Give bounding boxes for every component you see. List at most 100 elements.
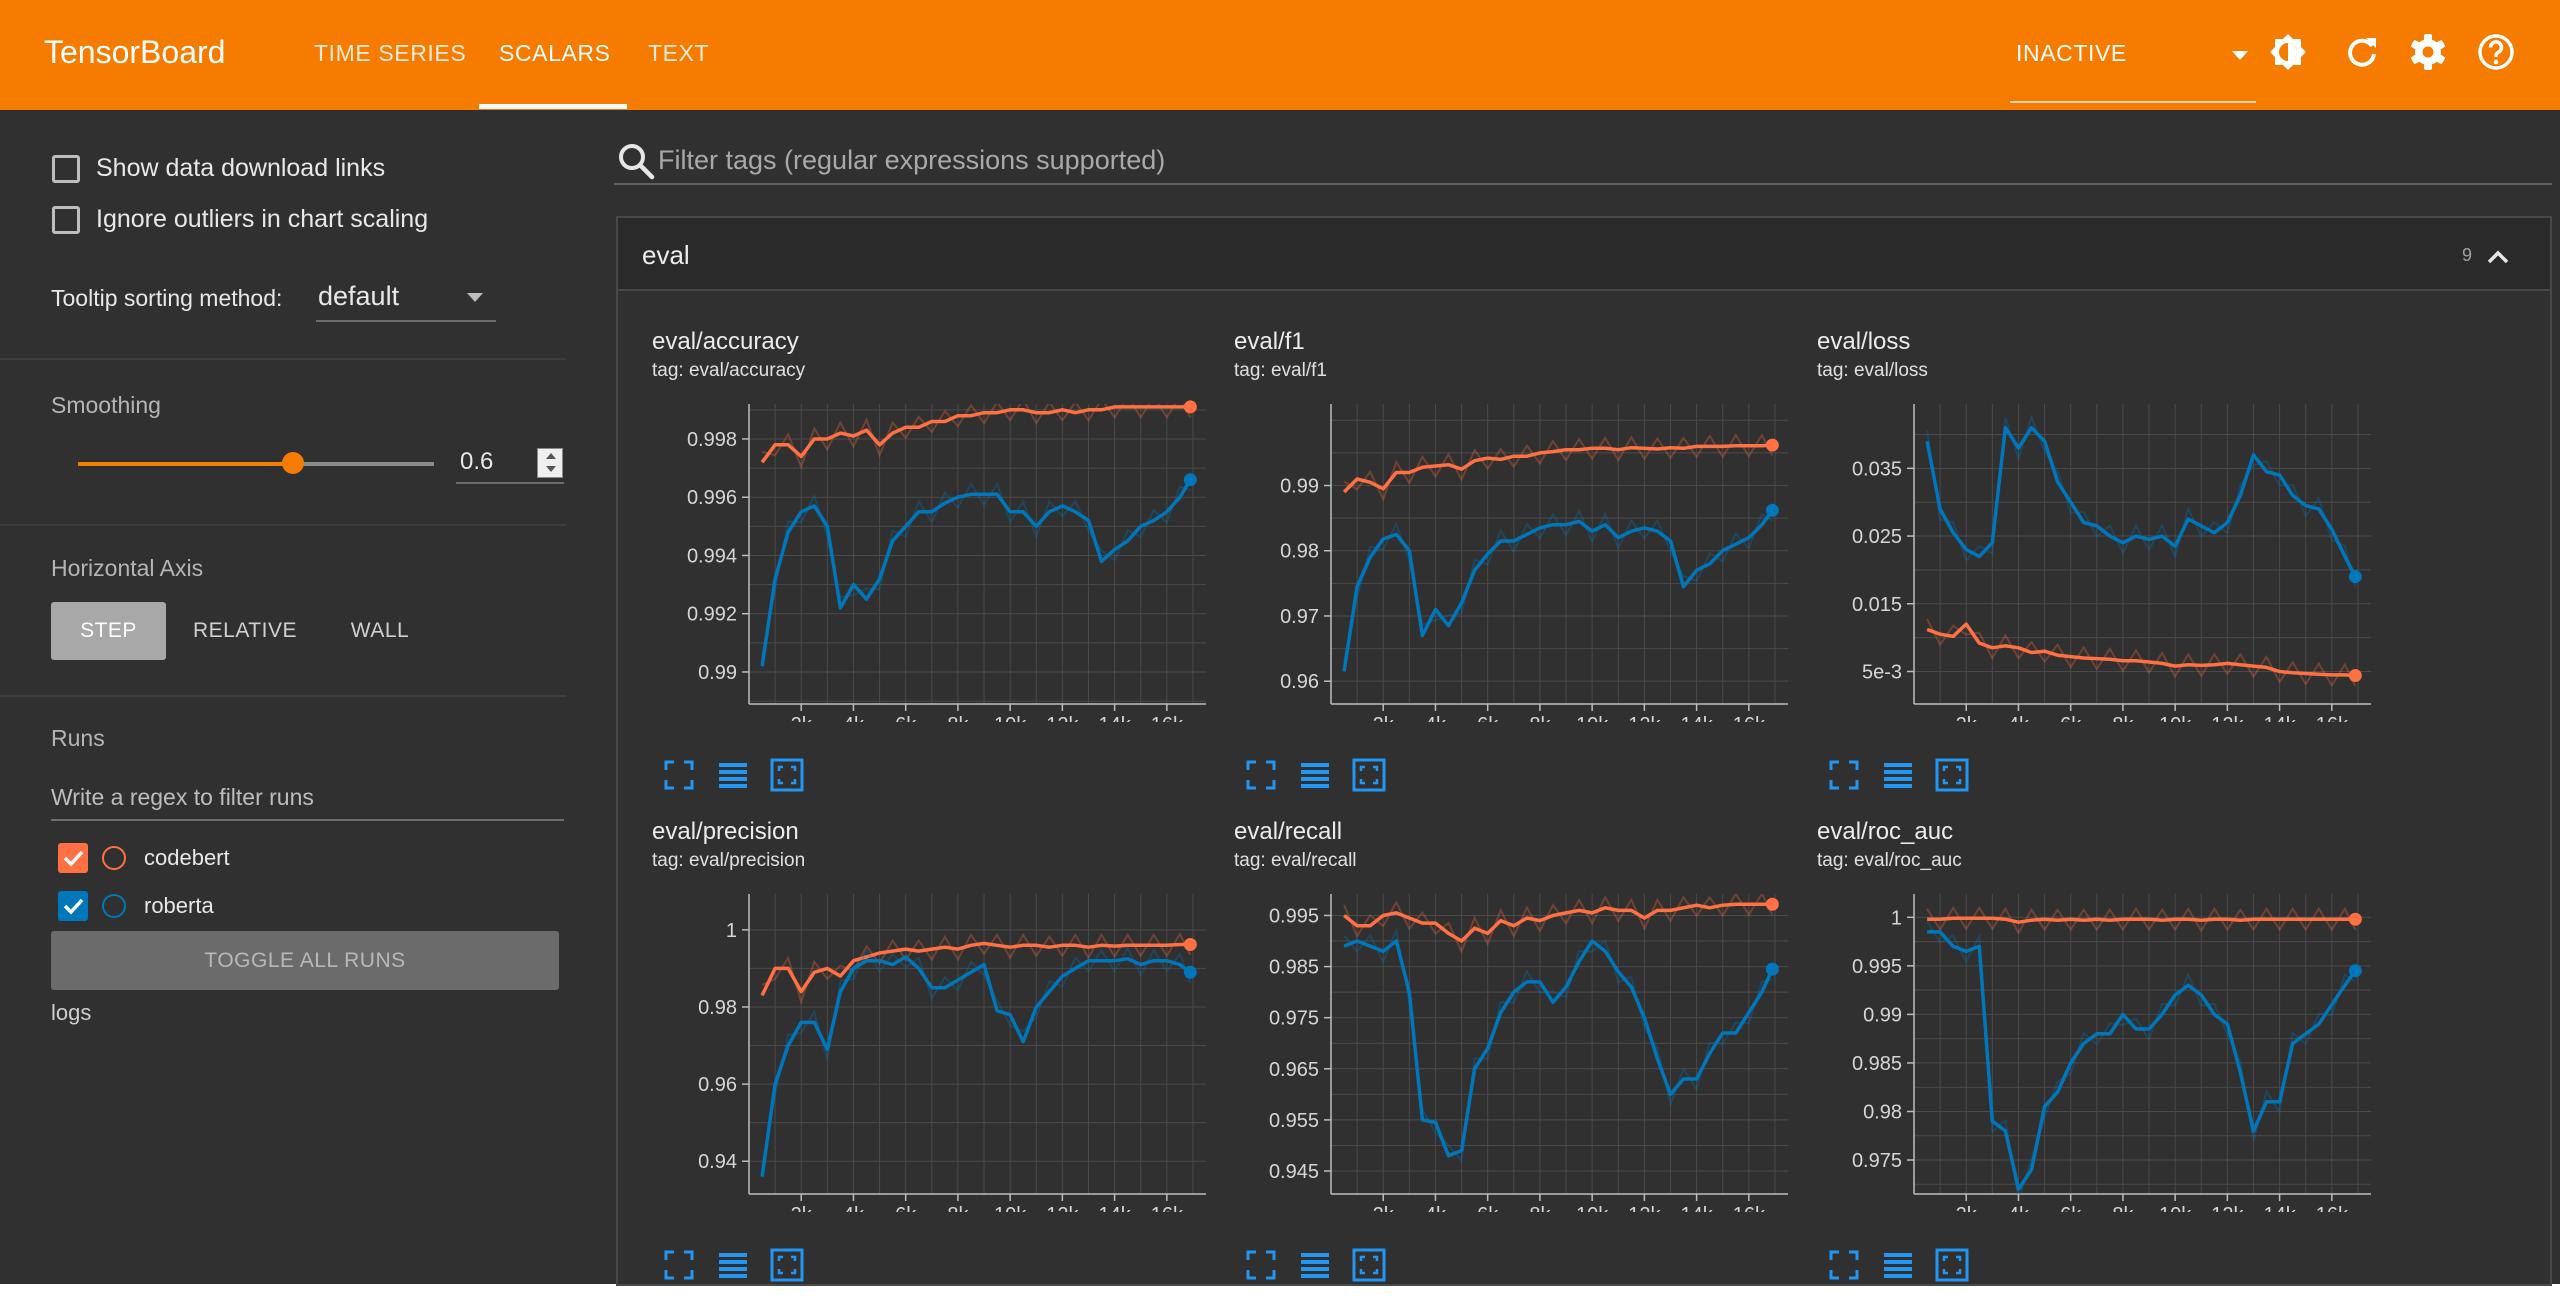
brightness-icon[interactable] xyxy=(2268,32,2308,72)
series-endpoint-codebert xyxy=(2348,912,2362,926)
x-tick-label: 2k xyxy=(791,714,813,722)
toggle-log-scale-icon[interactable] xyxy=(1881,758,1915,792)
fit-domain-icon[interactable] xyxy=(1352,758,1386,792)
tooltip-sorting-select[interactable]: default xyxy=(318,281,400,311)
series-raw-line-roberta xyxy=(1343,508,1773,662)
scalar-card: eval/f1 tag: eval/f1 0.96 0.97 0.98 0.99 2k 4k 6… xyxy=(1234,328,1804,808)
tab-time-series[interactable]: TIME SERIES xyxy=(314,40,467,66)
series-line-codebert xyxy=(760,405,1191,464)
horizontal-axis-title: Horizontal Axis xyxy=(51,555,204,581)
toggle-log-scale-icon[interactable] xyxy=(716,758,750,792)
ignore-outliers-label[interactable]: Ignore outliers in chart scaling xyxy=(96,205,429,233)
y-tick-label: 0.985 xyxy=(1852,1053,1902,1075)
fullscreen-icon[interactable] xyxy=(1827,758,1861,792)
smoothing-title: Smoothing xyxy=(51,392,161,418)
chart-plot: 0.96 0.97 0.98 0.99 2k 4k 6k 8k 10k 12k 14k 16k xyxy=(1280,404,1788,722)
sidebar-divider xyxy=(0,695,566,697)
series-line-codebert xyxy=(1343,902,1773,943)
x-tick-label: 6k xyxy=(895,714,917,722)
smoothing-slider-thumb[interactable] xyxy=(282,452,304,474)
run-state-select[interactable]: INACTIVE xyxy=(2016,40,2127,66)
toggle-log-scale-icon[interactable] xyxy=(1881,1248,1915,1282)
fullscreen-icon[interactable] xyxy=(662,758,696,792)
smoothing-spinner[interactable] xyxy=(537,448,563,478)
axis-wall-button[interactable]: WALL xyxy=(350,619,410,642)
settings-icon[interactable] xyxy=(2408,32,2448,72)
smoothing-input[interactable]: 0.6 xyxy=(460,448,494,475)
x-tick-label: 16k xyxy=(1733,714,1766,722)
fit-domain-icon[interactable] xyxy=(770,758,804,792)
x-tick-label: 16k xyxy=(2316,714,2349,722)
help-icon[interactable] xyxy=(2476,32,2516,72)
fullscreen-icon[interactable] xyxy=(1244,1248,1278,1282)
run-checkbox-codebert[interactable] xyxy=(58,843,88,873)
y-tick-label: 0.975 xyxy=(1852,1150,1902,1172)
axis-relative-button[interactable]: RELATIVE xyxy=(193,619,297,642)
x-tick-label: 14k xyxy=(1680,714,1713,722)
toggle-log-scale-icon[interactable] xyxy=(1298,758,1332,792)
x-tick-label: 12k xyxy=(1046,714,1079,722)
fit-domain-icon[interactable] xyxy=(1935,758,1969,792)
y-tick-label: 0.965 xyxy=(1269,1059,1319,1081)
chevron-down-icon[interactable] xyxy=(467,293,483,302)
toggle-log-scale-icon[interactable] xyxy=(1298,1248,1332,1282)
y-tick-label: 0.995 xyxy=(1269,905,1319,927)
fit-domain-icon[interactable] xyxy=(1935,1248,1969,1282)
y-tick-label: 0.99 xyxy=(1863,1004,1902,1026)
card-tag: tag: eval/f1 xyxy=(1234,360,1327,381)
fullscreen-icon[interactable] xyxy=(1244,758,1278,792)
series-line-roberta xyxy=(1925,425,2357,578)
x-tick-label: 2k xyxy=(1956,714,1978,722)
x-tick-label: 14k xyxy=(2263,714,2296,722)
y-tick-label: 1 xyxy=(1891,907,1902,929)
chart-plot: 0.99 0.992 0.994 0.996 0.998 2k 4k 6k 8k 10k 12k 14… xyxy=(687,400,1206,722)
axis-step-button[interactable]: STEP xyxy=(51,602,166,660)
show-download-links-label[interactable]: Show data download links xyxy=(96,154,386,182)
runs-title: Runs xyxy=(51,725,105,751)
fullscreen-icon[interactable] xyxy=(662,1248,696,1282)
scalar-card: eval/precision tag: eval/precision 0.94 0.9… xyxy=(652,818,1222,1298)
tab-scalars[interactable]: SCALARS xyxy=(499,40,611,66)
series-endpoint-roberta xyxy=(1765,503,1779,517)
chevron-up-icon[interactable] xyxy=(2484,244,2512,277)
tooltip-select-underline xyxy=(316,320,496,322)
card-tag: tag: eval/precision xyxy=(652,850,806,871)
tag-group-header[interactable] xyxy=(618,218,2550,291)
y-tick-label: 0.996 xyxy=(687,487,737,509)
scalar-card: eval/roc_auc tag: eval/roc_auc 0.975 0.98 0.… xyxy=(1817,818,2387,1298)
filter-tags-input[interactable]: Filter tags (regular expressions support… xyxy=(658,145,1166,175)
ignore-outliers-checkbox[interactable] xyxy=(52,206,80,234)
run-color-codebert[interactable] xyxy=(102,846,126,870)
run-color-roberta[interactable] xyxy=(102,894,126,918)
show-download-links-checkbox[interactable] xyxy=(52,155,80,183)
reload-icon[interactable] xyxy=(2342,32,2382,72)
x-tick-label: 14k xyxy=(1098,714,1131,722)
chevron-down-icon[interactable] xyxy=(2232,51,2248,60)
series-raw-line-roberta xyxy=(1343,926,1773,1164)
x-tick-label: 4k xyxy=(843,714,865,722)
y-tick-label: 0.97 xyxy=(1280,606,1319,628)
fit-domain-icon[interactable] xyxy=(1352,1248,1386,1282)
sidebar-divider xyxy=(0,524,566,526)
x-tick-label: 10k xyxy=(2159,1204,2192,1212)
search-icon xyxy=(617,142,655,185)
run-checkbox-roberta[interactable] xyxy=(58,891,88,921)
runs-filter-input[interactable]: Write a regex to filter runs xyxy=(51,784,314,810)
tag-group-name[interactable]: eval xyxy=(642,240,690,270)
x-tick-label: 12k xyxy=(1628,714,1661,722)
fullscreen-icon[interactable] xyxy=(1827,1248,1861,1282)
scalar-card: eval/recall tag: eval/recall 0.945 0.955 0.9… xyxy=(1234,818,1804,1298)
toggle-all-runs-button[interactable]: TOGGLE ALL RUNS xyxy=(51,931,559,990)
x-tick-label: 4k xyxy=(2008,1204,2030,1212)
fit-domain-icon[interactable] xyxy=(770,1248,804,1282)
tab-text[interactable]: TEXT xyxy=(648,40,710,66)
toggle-log-scale-icon[interactable] xyxy=(716,1248,750,1282)
x-tick-label: 10k xyxy=(1576,1204,1609,1212)
y-tick-label: 0.975 xyxy=(1269,1008,1319,1030)
chart-plot: 5e-3 0.015 0.025 0.035 2k 4k 6k 8k 10k 12k 14k 16k xyxy=(1852,404,2371,722)
series-endpoint-codebert xyxy=(1765,897,1779,911)
card-title: eval/recall xyxy=(1234,818,1343,845)
series-endpoint-roberta xyxy=(1765,962,1779,976)
series-raw-line-roberta xyxy=(1926,920,2356,1194)
tooltip-sorting-label: Tooltip sorting method: xyxy=(51,285,283,311)
